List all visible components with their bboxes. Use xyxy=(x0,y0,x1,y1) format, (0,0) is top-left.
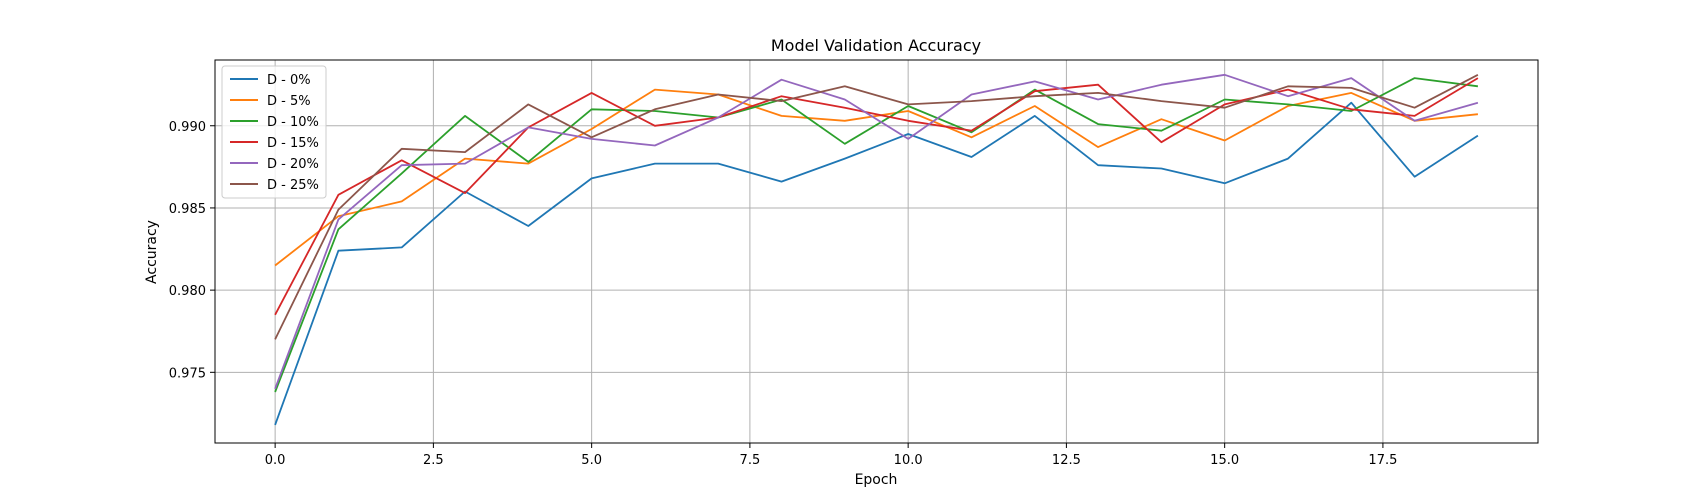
y-tick-label: 0.975 xyxy=(169,366,206,381)
x-tick-label: 0.0 xyxy=(265,453,286,468)
legend-label: D - 5% xyxy=(267,94,311,109)
y-tick-label: 0.985 xyxy=(169,202,206,217)
series-line xyxy=(274,77,1479,316)
legend-label: D - 15% xyxy=(267,136,319,151)
x-tick-label: 15.0 xyxy=(1210,453,1239,468)
x-tick-label: 2.5 xyxy=(423,453,444,468)
legend-label: D - 20% xyxy=(267,157,319,172)
legend-label: D - 10% xyxy=(267,115,319,130)
grid-lines xyxy=(215,60,1538,443)
series-line xyxy=(274,101,1479,426)
x-tick-label: 7.5 xyxy=(740,453,761,468)
y-axis-label: Accuracy xyxy=(144,220,160,284)
legend: D - 0% D - 5% D - 10% D - 15% D - 20% D - 25% xyxy=(221,65,327,199)
series-line xyxy=(274,77,1479,393)
legend-label: D - 0% xyxy=(267,73,311,88)
x-axis-ticks: 0.0 2.5 5.0 7.5 10.0 12.5 15.0 17.5 xyxy=(265,443,1397,468)
series-line xyxy=(274,88,1478,267)
legend-label: D - 25% xyxy=(267,178,319,193)
x-tick-label: 17.5 xyxy=(1368,453,1397,468)
y-tick-label: 0.980 xyxy=(169,284,206,299)
series-lines xyxy=(274,73,1479,426)
x-tick-label: 5.0 xyxy=(581,453,602,468)
series-line xyxy=(274,74,1479,340)
x-tick-label: 12.5 xyxy=(1052,453,1081,468)
x-tick-label: 10.0 xyxy=(894,453,923,468)
chart-title: Model Validation Accuracy xyxy=(771,36,981,55)
y-tick-label: 0.990 xyxy=(169,120,206,135)
y-axis-ticks: 0.975 0.980 0.985 0.990 xyxy=(169,120,215,381)
series-line xyxy=(274,73,1479,390)
plot-area-frame xyxy=(214,59,1539,444)
x-axis-label: Epoch xyxy=(855,472,898,488)
